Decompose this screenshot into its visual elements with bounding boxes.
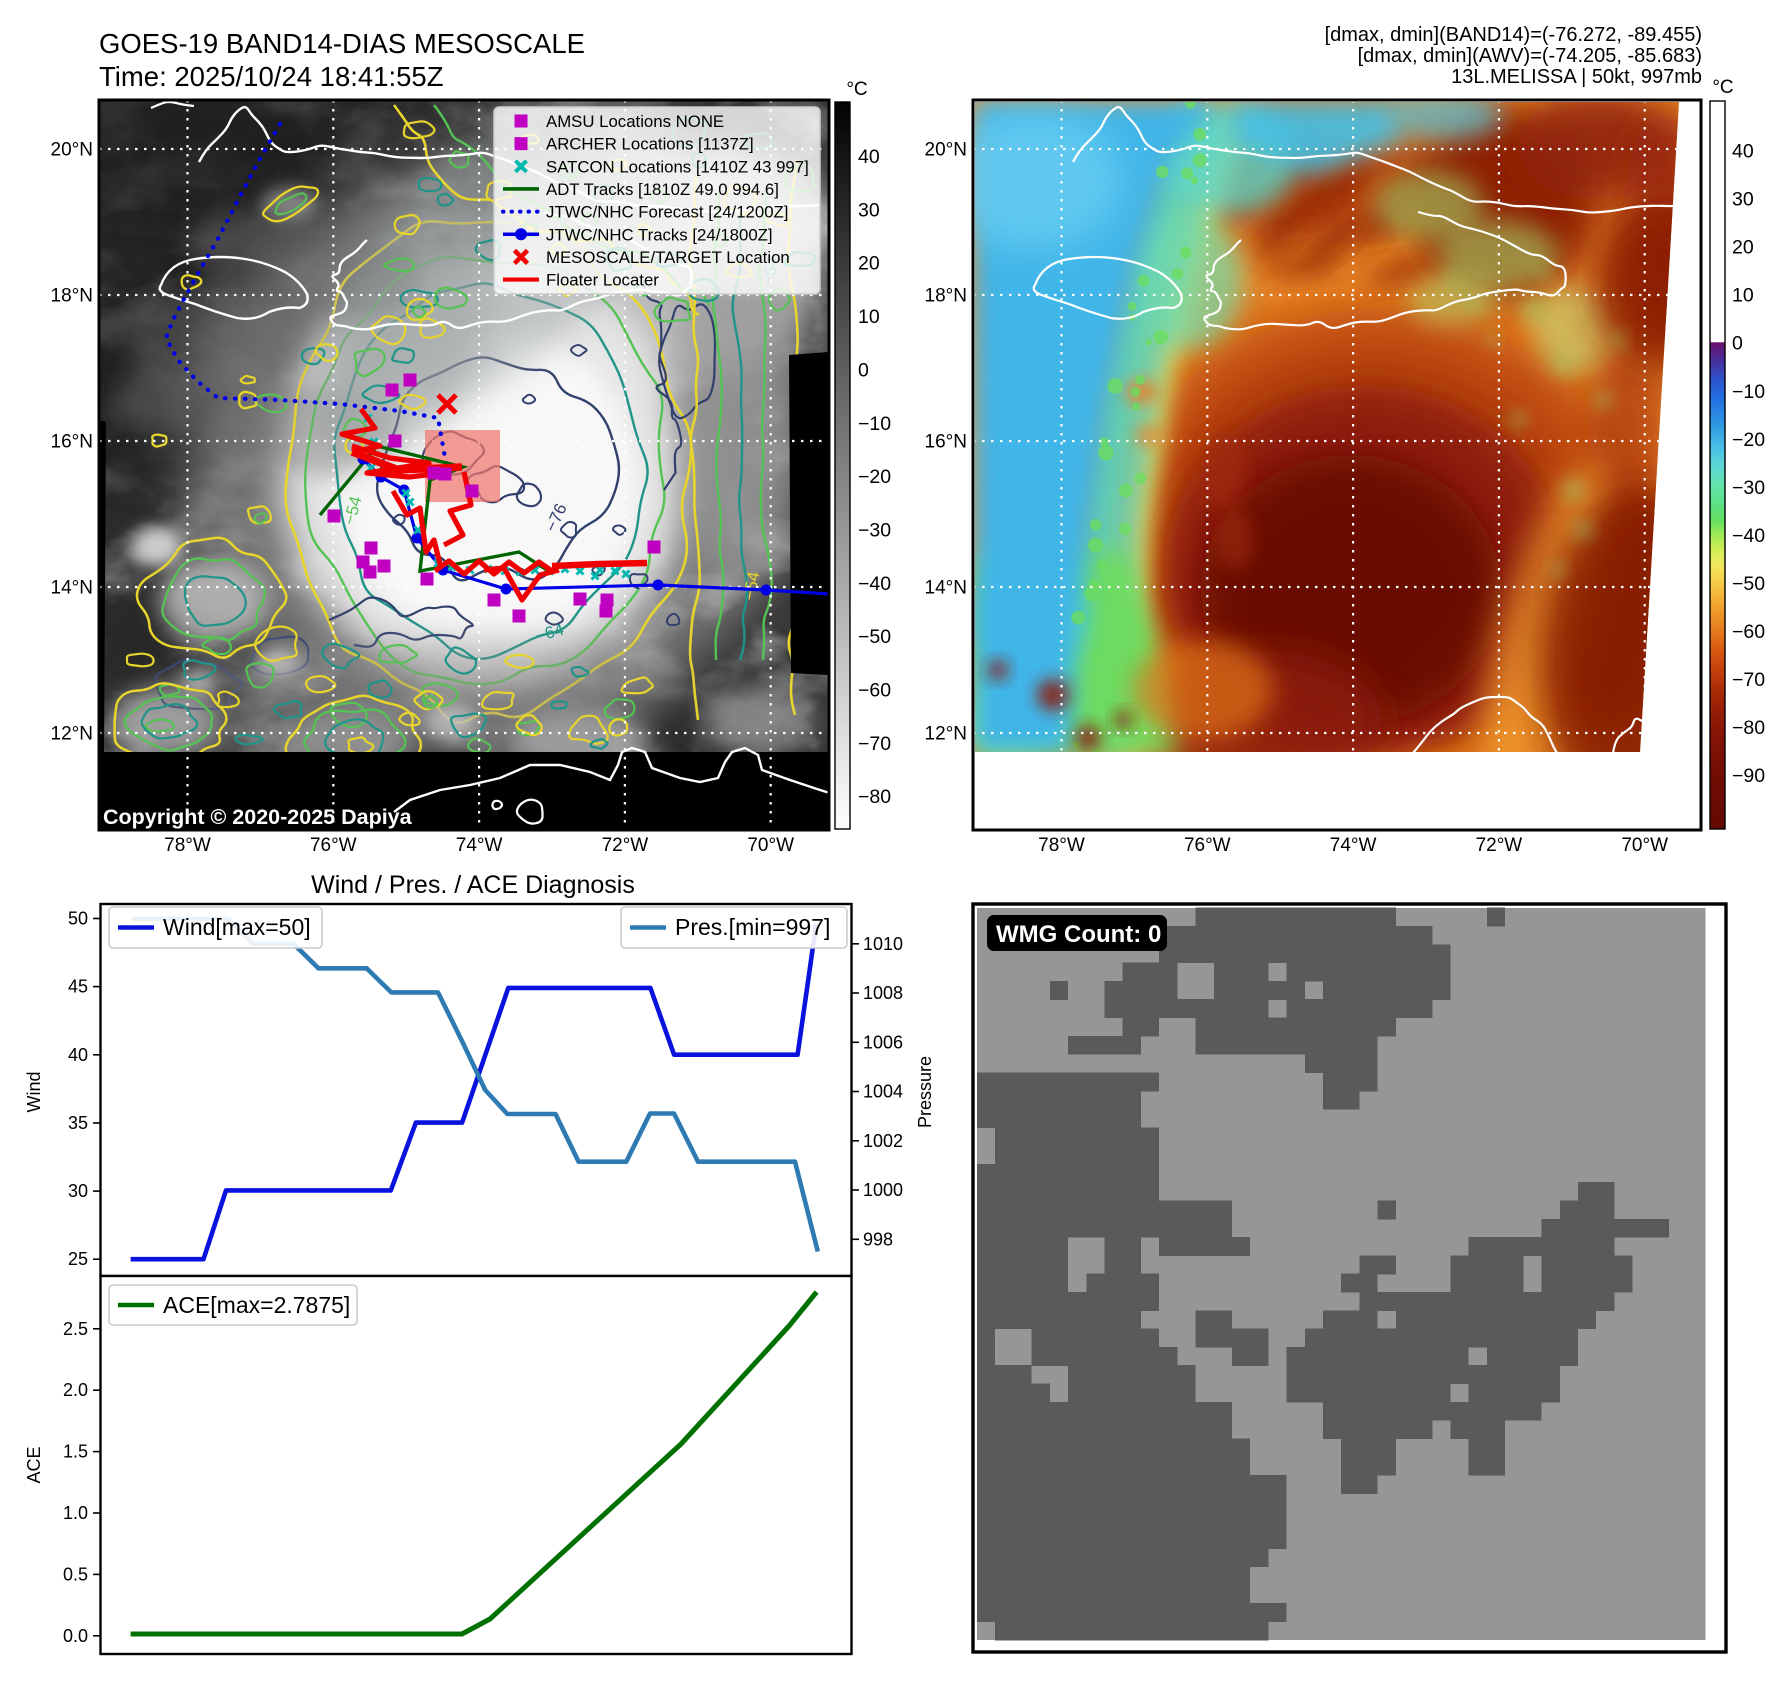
svg-text:78°W: 78°W	[1038, 835, 1085, 856]
svg-text:1006: 1006	[863, 1032, 903, 1052]
svg-text:ADT Tracks [1810Z 49.0 994.6]: ADT Tracks [1810Z 49.0 994.6]	[546, 180, 779, 199]
svg-text:76°W: 76°W	[310, 835, 357, 856]
svg-text:2.5: 2.5	[63, 1319, 88, 1339]
svg-text:−80: −80	[1732, 717, 1765, 739]
svg-text:°C: °C	[846, 79, 867, 100]
svg-text:0: 0	[858, 359, 869, 381]
svg-text:SATCON Locations [1410Z 43 997: SATCON Locations [1410Z 43 997]	[546, 157, 809, 176]
svg-text:16°N: 16°N	[51, 432, 93, 453]
svg-text:Floater Locater: Floater Locater	[546, 271, 659, 290]
svg-text:30: 30	[68, 1181, 88, 1201]
svg-text:1.5: 1.5	[63, 1442, 88, 1462]
svg-text:998: 998	[863, 1229, 893, 1249]
svg-text:1004: 1004	[863, 1082, 903, 1102]
svg-text:40: 40	[858, 146, 880, 168]
svg-text:74°W: 74°W	[456, 835, 503, 856]
svg-text:−30: −30	[1732, 477, 1765, 499]
svg-text:20: 20	[858, 253, 880, 275]
svg-text:30: 30	[858, 199, 880, 221]
svg-text:72°W: 72°W	[602, 835, 649, 856]
svg-text:−70: −70	[858, 733, 891, 755]
svg-text:−50: −50	[858, 626, 891, 648]
svg-text:35: 35	[68, 1113, 88, 1133]
svg-text:−70: −70	[1732, 669, 1765, 691]
svg-text:20°N: 20°N	[925, 140, 967, 161]
svg-text:−20: −20	[858, 466, 891, 488]
svg-text:1.0: 1.0	[63, 1503, 88, 1523]
svg-text:18°N: 18°N	[51, 286, 93, 307]
svg-text:−54: −54	[740, 570, 764, 602]
svg-text:18°N: 18°N	[925, 286, 967, 307]
svg-text:0.0: 0.0	[63, 1626, 88, 1646]
svg-text:20°N: 20°N	[51, 140, 93, 161]
svg-text:[dmax, dmin](AWV)=(-74.205, -8: [dmax, dmin](AWV)=(-74.205, -85.683)	[1358, 45, 1702, 67]
svg-text:40: 40	[1732, 141, 1754, 163]
svg-text:10: 10	[858, 306, 880, 328]
svg-text:Copyright © 2020-2025 Dapiya: Copyright © 2020-2025 Dapiya	[103, 805, 413, 829]
svg-text:−60: −60	[1732, 621, 1765, 643]
svg-text:1000: 1000	[863, 1180, 903, 1200]
svg-text:50: 50	[68, 909, 88, 929]
svg-text:40: 40	[68, 1045, 88, 1065]
svg-text:ACE[max=2.7875]: ACE[max=2.7875]	[163, 1292, 350, 1318]
svg-text:Wind / Pres. / ACE Diagnosis: Wind / Pres. / ACE Diagnosis	[311, 871, 635, 899]
svg-text:45: 45	[68, 977, 88, 997]
svg-text:20: 20	[1732, 237, 1754, 259]
svg-text:ARCHER Locations [1137Z]: ARCHER Locations [1137Z]	[546, 135, 754, 154]
svg-text:[dmax, dmin](BAND14)=(-76.272,: [dmax, dmin](BAND14)=(-76.272, -89.455)	[1325, 24, 1702, 46]
svg-text:10: 10	[1732, 285, 1754, 307]
svg-text:74°W: 74°W	[1330, 835, 1377, 856]
svg-text:JTWC/NHC Forecast [24/1200Z]: JTWC/NHC Forecast [24/1200Z]	[546, 203, 788, 222]
svg-text:12°N: 12°N	[51, 724, 93, 745]
svg-text:JTWC/NHC Tracks [24/1800Z]: JTWC/NHC Tracks [24/1800Z]	[546, 225, 773, 244]
svg-text:0.5: 0.5	[63, 1564, 88, 1584]
svg-text:78°W: 78°W	[164, 835, 211, 856]
svg-text:−10: −10	[858, 413, 891, 435]
svg-text:−90: −90	[1732, 765, 1765, 787]
svg-text:−20: −20	[1732, 429, 1765, 451]
svg-text:AMSU Locations NONE: AMSU Locations NONE	[546, 112, 724, 131]
svg-text:72°W: 72°W	[1476, 835, 1523, 856]
svg-text:0: 0	[1732, 333, 1743, 355]
svg-text:−80: −80	[858, 786, 891, 808]
svg-text:14°N: 14°N	[51, 578, 93, 599]
svg-text:−50: −50	[1732, 573, 1765, 595]
svg-text:−40: −40	[1732, 525, 1765, 547]
svg-text:Wind: Wind	[24, 1071, 44, 1112]
svg-text:MESOSCALE/TARGET Location: MESOSCALE/TARGET Location	[546, 248, 790, 267]
svg-text:1010: 1010	[863, 934, 903, 954]
svg-text:76°W: 76°W	[1184, 835, 1231, 856]
svg-text:12°N: 12°N	[925, 724, 967, 745]
svg-text:−10: −10	[1732, 381, 1765, 403]
svg-text:70°W: 70°W	[747, 835, 794, 856]
svg-text:ACE: ACE	[24, 1446, 44, 1483]
svg-text:−30: −30	[858, 520, 891, 542]
svg-text:1002: 1002	[863, 1131, 903, 1151]
svg-text:WMG Count: 0: WMG Count: 0	[996, 921, 1161, 948]
svg-text:−40: −40	[858, 573, 891, 595]
svg-text:Wind[max=50]: Wind[max=50]	[163, 914, 311, 940]
svg-text:Pres.[min=997]: Pres.[min=997]	[675, 914, 830, 940]
svg-text:13L.MELISSA | 50kt, 997mb: 13L.MELISSA | 50kt, 997mb	[1451, 66, 1702, 88]
svg-text:GOES-19 BAND14-DIAS MESOSCALE: GOES-19 BAND14-DIAS MESOSCALE	[99, 28, 585, 59]
svg-text:70°W: 70°W	[1621, 835, 1668, 856]
svg-text:1008: 1008	[863, 983, 903, 1003]
svg-text:30: 30	[1732, 189, 1754, 211]
svg-text:14°N: 14°N	[925, 578, 967, 599]
svg-text:16°N: 16°N	[925, 432, 967, 453]
svg-text:−60: −60	[858, 680, 891, 702]
svg-text:25: 25	[68, 1249, 88, 1269]
svg-text:°C: °C	[1712, 77, 1733, 98]
svg-text:Pressure: Pressure	[915, 1056, 935, 1128]
svg-text:Time: 2025/10/24 18:41:55Z: Time: 2025/10/24 18:41:55Z	[99, 61, 444, 92]
svg-text:2.0: 2.0	[63, 1380, 88, 1400]
